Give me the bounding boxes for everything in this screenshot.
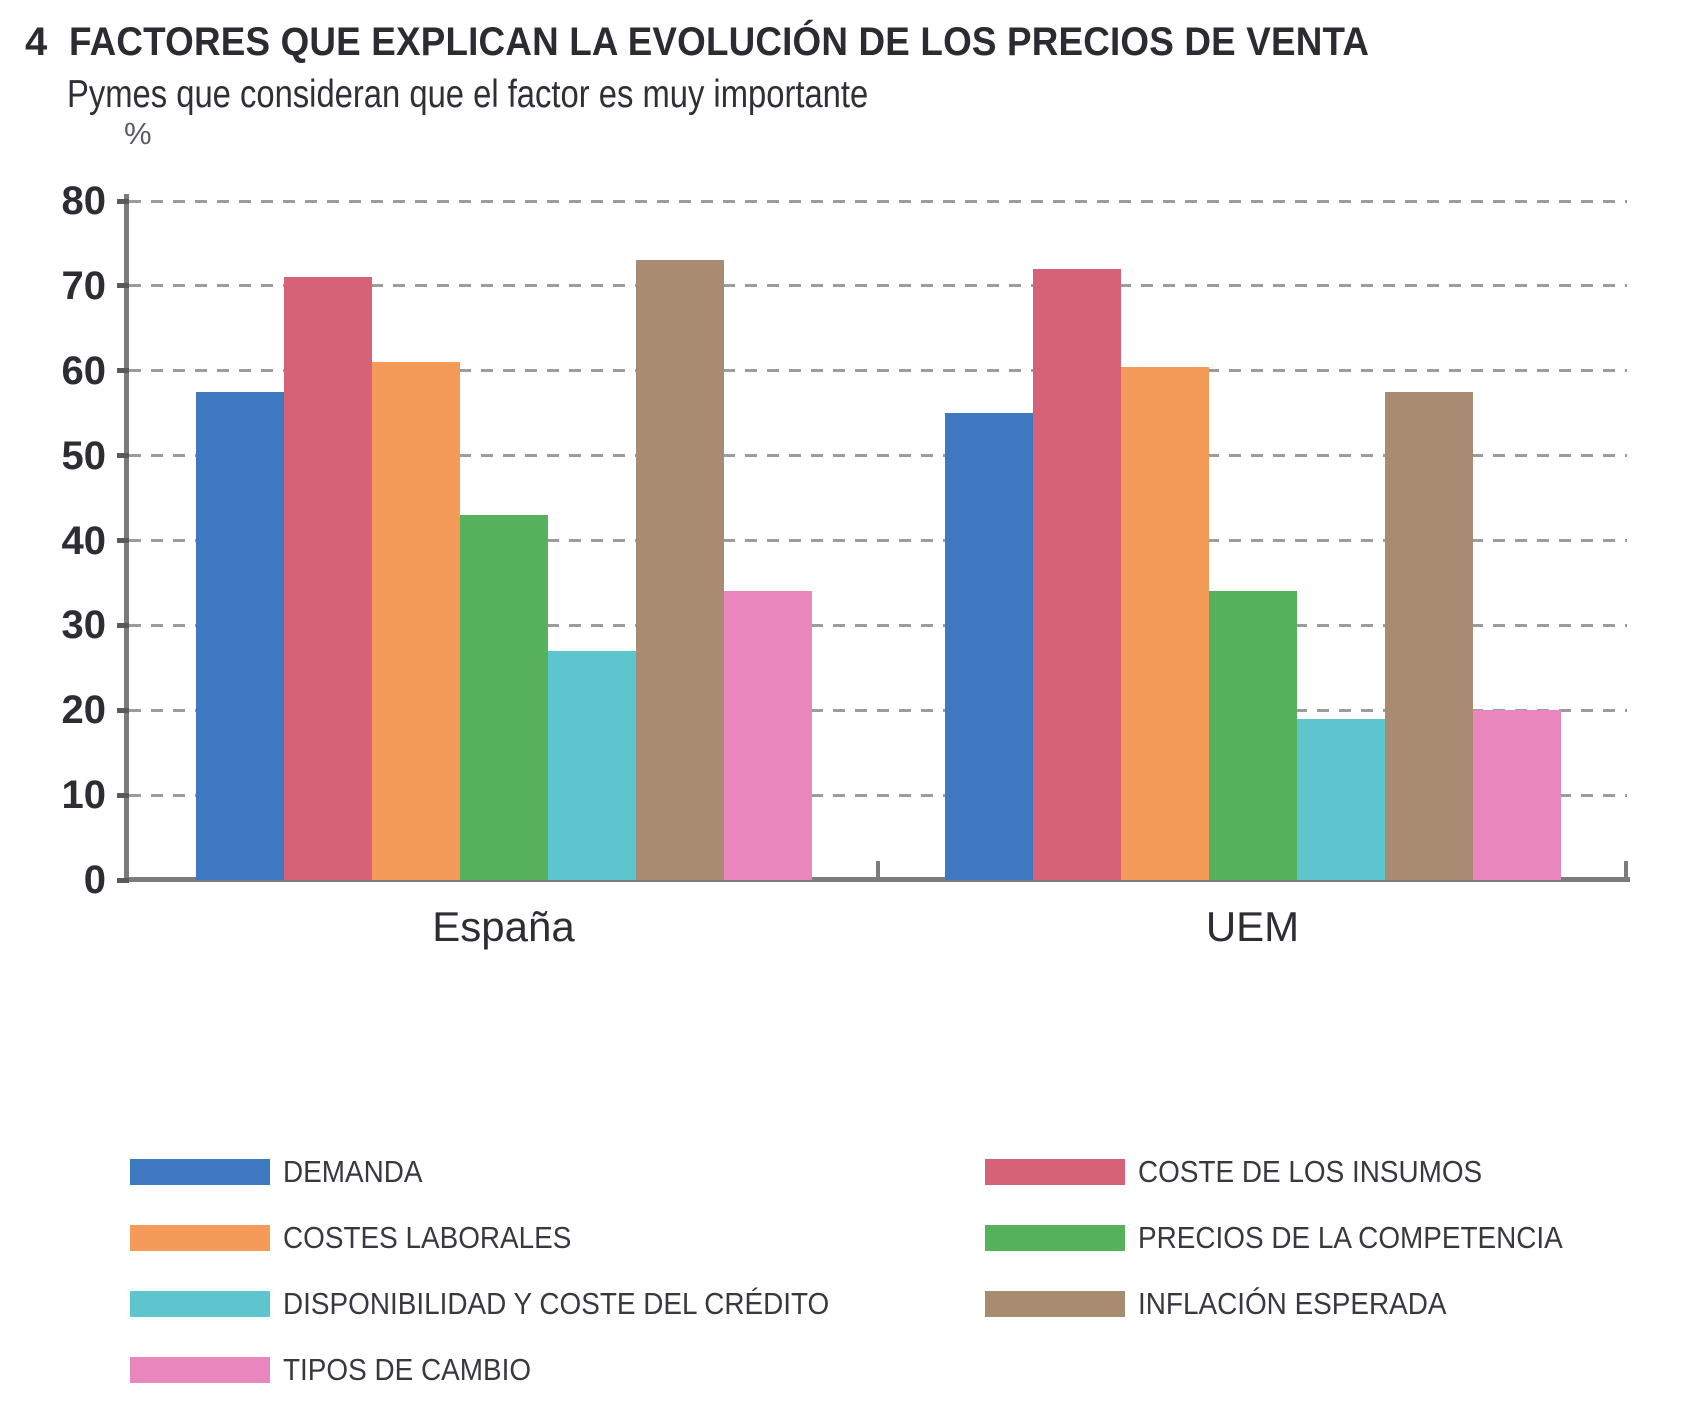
x-axis-label-espana: España [432, 903, 575, 950]
chart-header: 4 FACTORES QUE EXPLICAN LA EVOLUCIÓN DE … [25, 20, 1483, 64]
bar-disponibilidad-y-coste-del-credito-uem [1296, 718, 1385, 880]
legend-swatch-costes-laborales [130, 1225, 270, 1251]
legend-swatch-demanda [130, 1159, 270, 1185]
legend-label-tipos-de-cambio: TIPOS DE CAMBIO [283, 1352, 532, 1387]
y-axis-tick [117, 538, 129, 543]
chart-subtitle: Pymes que consideran que el factor es mu… [67, 73, 869, 116]
y-axis-label: 80 [61, 179, 107, 223]
legend-item-precios-de-la-competencia: PRECIOS DE LA COMPETENCIA [985, 1205, 1610, 1271]
y-axis-label: 10 [61, 773, 107, 818]
gridline [129, 708, 1627, 712]
y-axis-label: 40 [61, 518, 107, 563]
legend-swatch-disponibilidad-y-coste-del-credito [130, 1291, 270, 1317]
y-axis-unit-label: % [124, 116, 152, 151]
y-axis-label: 30 [61, 603, 107, 648]
y-axis-tick [117, 877, 129, 883]
bar-group-uem [878, 201, 1627, 880]
x-axis-line [124, 877, 1630, 882]
figure-number: 4 [25, 20, 48, 64]
gridline [129, 623, 1627, 627]
y-axis-tick [117, 198, 129, 204]
bar-costes-laborales-uem [1120, 366, 1209, 880]
bar-coste-de-los-insumos-uem [1032, 268, 1121, 880]
legend-label-disponibilidad-y-coste-del-credito: DISPONIBILIDAD Y COSTE DEL CRÉDITO [283, 1286, 830, 1321]
bar-tipos-de-cambio-espana [723, 591, 812, 880]
legend-label-demanda: DEMANDA [283, 1154, 423, 1189]
legend-item-disponibilidad-y-coste-del-credito: DISPONIBILIDAD Y COSTE DEL CRÉDITO [130, 1271, 890, 1337]
y-axis-label: 20 [61, 688, 107, 733]
legend-item-coste-de-los-insumos: COSTE DE LOS INSUMOS [985, 1139, 1610, 1205]
gridline [129, 199, 1627, 203]
legend-swatch-inflacion-esperada [985, 1291, 1125, 1317]
legend-column-left: DEMANDA COSTES LABORALES DISPONIBILIDAD Y … [130, 1139, 890, 1403]
legend-item-inflacion-esperada: INFLACIÓN ESPERADA [985, 1271, 1610, 1337]
legend-swatch-precios-de-la-competencia [985, 1225, 1125, 1251]
bar-demanda-espana [195, 391, 284, 880]
gridline [129, 284, 1627, 288]
legend-swatch-tipos-de-cambio [130, 1357, 270, 1383]
x-axis-label-uem: UEM [1205, 903, 1300, 950]
legend-label-precios-de-la-competencia: PRECIOS DE LA COMPETENCIA [1138, 1220, 1563, 1255]
gridline [129, 539, 1627, 542]
bar-coste-de-los-insumos-espana [283, 277, 372, 880]
bar-tipos-de-cambio-uem [1472, 710, 1561, 880]
y-axis-tick [117, 622, 129, 628]
bar-costes-laborales-espana [371, 362, 460, 880]
legend-item-demanda: DEMANDA [130, 1139, 890, 1205]
legend-item-tipos-de-cambio: TIPOS DE CAMBIO [130, 1337, 890, 1403]
bar-precios-de-la-competencia-uem [1208, 591, 1297, 880]
bar-inflacion-esperada-uem [1384, 391, 1473, 880]
y-axis-label: 0 [83, 858, 106, 902]
gridline [129, 454, 1627, 458]
chart-title: FACTORES QUE EXPLICAN LA EVOLUCIÓN DE LO… [69, 20, 1370, 64]
y-axis-tick [117, 453, 129, 459]
bar-precios-de-la-competencia-espana [459, 515, 548, 880]
legend-swatch-coste-de-los-insumos [985, 1159, 1125, 1185]
legend-label-costes-laborales: COSTES LABORALES [283, 1220, 572, 1255]
y-axis-label: 60 [61, 348, 107, 393]
legend-label-inflacion-esperada: INFLACIÓN ESPERADA [1138, 1286, 1447, 1321]
y-axis-tick [117, 283, 129, 289]
legend-item-costes-laborales: COSTES LABORALES [130, 1205, 890, 1271]
y-axis-tick [117, 707, 129, 713]
y-axis-tick [117, 368, 129, 374]
bar-group-espana [129, 201, 878, 880]
bar-demanda-uem [944, 413, 1033, 880]
legend-label-coste-de-los-insumos: COSTE DE LOS INSUMOS [1138, 1154, 1483, 1189]
y-axis-label: 50 [61, 433, 107, 478]
x-axis-tick-mid [876, 861, 880, 877]
gridline [129, 369, 1627, 373]
legend-column-right: COSTE DE LOS INSUMOS PRECIOS DE LA COMPET… [985, 1139, 1610, 1337]
bar-disponibilidad-y-coste-del-credito-espana [547, 650, 636, 880]
y-axis-tick [117, 792, 129, 798]
y-axis-label: 70 [61, 263, 107, 308]
plot-area [129, 199, 1627, 880]
x-axis-tick-right [1624, 861, 1628, 877]
bar-inflacion-esperada-espana [635, 260, 724, 880]
gridline [129, 793, 1627, 797]
